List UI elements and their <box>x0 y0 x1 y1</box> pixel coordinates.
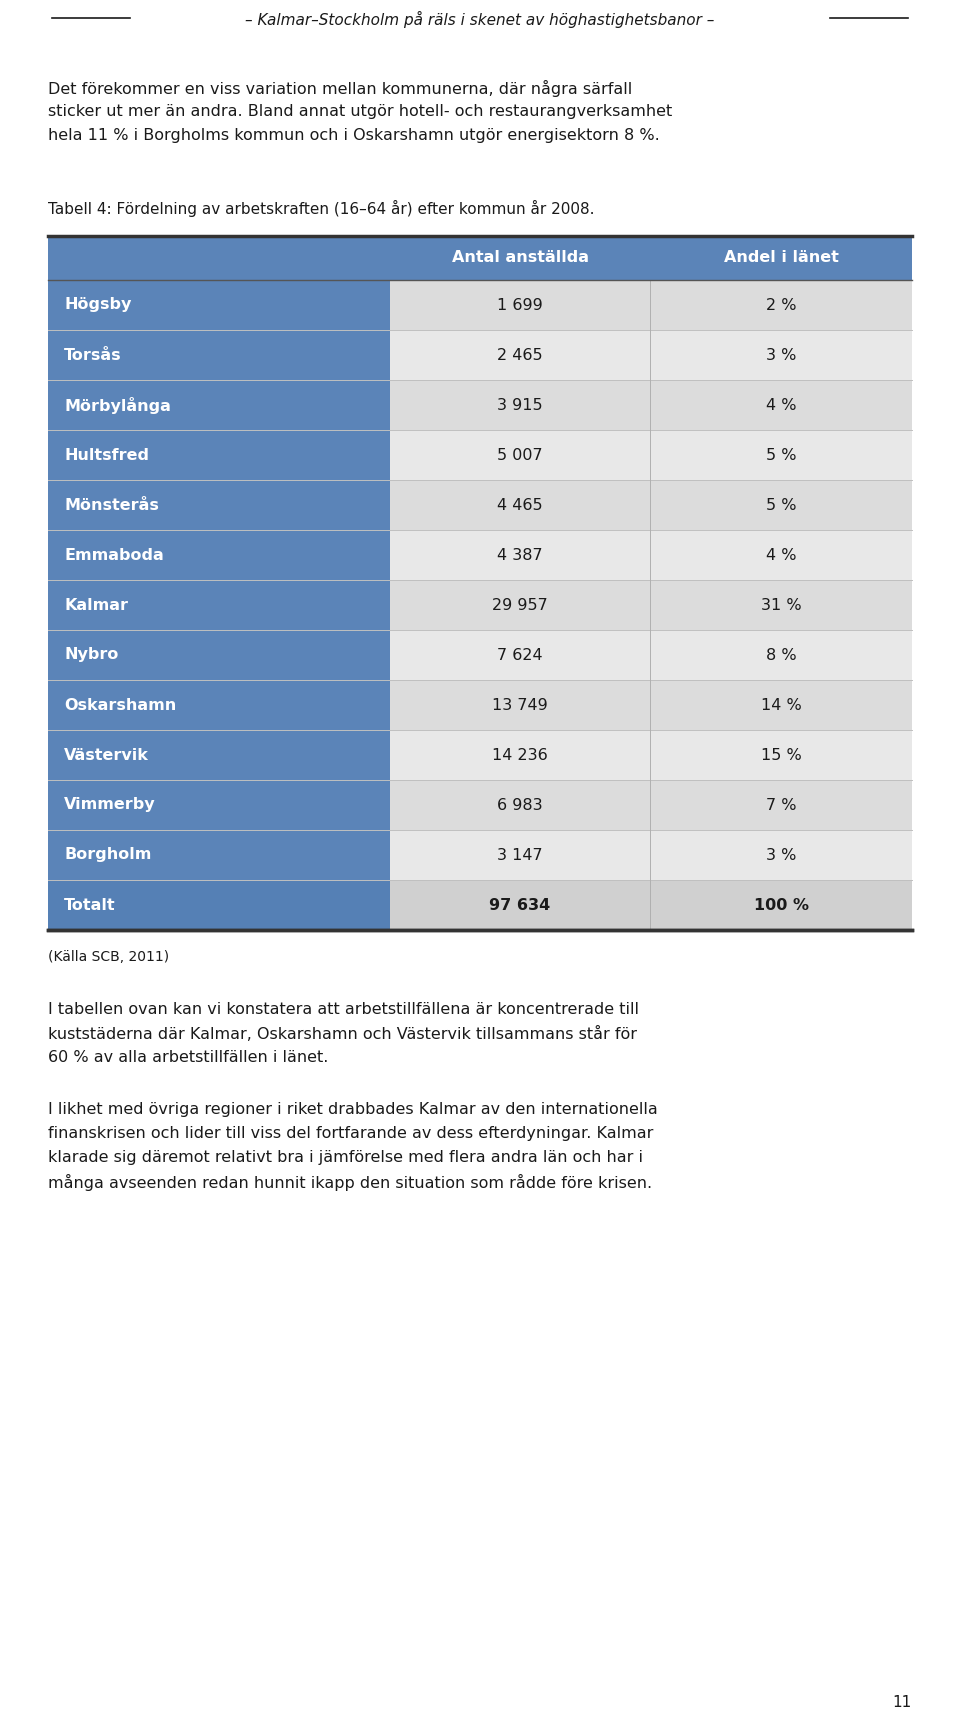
Text: Andel i länet: Andel i länet <box>724 251 838 266</box>
Bar <box>48 631 390 681</box>
Bar <box>48 480 390 530</box>
Text: kuststäderna där Kalmar, Oskarshamn och Västervik tillsammans står för: kuststäderna där Kalmar, Oskarshamn och … <box>48 1026 637 1042</box>
Text: 3 %: 3 % <box>766 347 796 363</box>
Bar <box>48 380 390 430</box>
Text: 6 983: 6 983 <box>497 798 542 812</box>
Text: 100 %: 100 % <box>754 897 808 912</box>
Bar <box>390 829 912 880</box>
Text: 7 %: 7 % <box>766 798 796 812</box>
Text: finanskrisen och lider till viss del fortfarande av dess efterdyningar. Kalmar: finanskrisen och lider till viss del for… <box>48 1127 654 1140</box>
Text: Högsby: Högsby <box>64 297 132 313</box>
Bar <box>390 380 912 430</box>
Text: Borgholm: Borgholm <box>64 847 152 862</box>
Bar <box>390 480 912 530</box>
Bar <box>390 779 912 829</box>
Bar <box>48 581 390 631</box>
Bar <box>48 330 390 380</box>
Text: Kalmar: Kalmar <box>64 598 128 612</box>
Text: 4 %: 4 % <box>766 548 796 563</box>
Bar <box>390 631 912 681</box>
Text: hela 11 % i Borgholms kommun och i Oskarshamn utgör energisektorn 8 %.: hela 11 % i Borgholms kommun och i Oskar… <box>48 128 660 143</box>
Text: 5 007: 5 007 <box>497 448 542 463</box>
Text: 2 %: 2 % <box>766 297 796 313</box>
Text: 97 634: 97 634 <box>490 897 551 912</box>
Text: 3 915: 3 915 <box>497 397 542 413</box>
Text: 29 957: 29 957 <box>492 598 548 612</box>
Bar <box>48 779 390 829</box>
Text: Västervik: Västervik <box>64 748 149 762</box>
Text: många avseenden redan hunnit ikapp den situation som rådde före krisen.: många avseenden redan hunnit ikapp den s… <box>48 1173 652 1191</box>
Bar <box>48 880 390 930</box>
Text: 31 %: 31 % <box>760 598 802 612</box>
Text: 1 699: 1 699 <box>497 297 542 313</box>
Bar <box>390 880 912 930</box>
Text: Mönsterås: Mönsterås <box>64 498 158 513</box>
Text: 13 749: 13 749 <box>492 698 548 712</box>
Text: 15 %: 15 % <box>760 748 802 762</box>
Text: Hultsfred: Hultsfred <box>64 448 149 463</box>
Bar <box>390 681 912 729</box>
Text: Tabell 4: Fördelning av arbetskraften (16–64 år) efter kommun år 2008.: Tabell 4: Fördelning av arbetskraften (1… <box>48 200 594 218</box>
Bar <box>48 729 390 779</box>
Text: 8 %: 8 % <box>766 648 796 662</box>
Text: 5 %: 5 % <box>766 498 796 513</box>
Bar <box>48 280 390 330</box>
Text: 60 % av alla arbetstillfällen i länet.: 60 % av alla arbetstillfällen i länet. <box>48 1051 328 1064</box>
Bar <box>390 581 912 631</box>
Text: Emmaboda: Emmaboda <box>64 548 164 563</box>
Text: 2 465: 2 465 <box>497 347 542 363</box>
Text: Nybro: Nybro <box>64 648 118 662</box>
Text: 4 465: 4 465 <box>497 498 542 513</box>
Text: Mörbylånga: Mörbylånga <box>64 396 171 413</box>
Text: I tabellen ovan kan vi konstatera att arbetstillfällena är koncentrerade till: I tabellen ovan kan vi konstatera att ar… <box>48 1002 639 1018</box>
Text: Antal anställda: Antal anställda <box>451 251 588 266</box>
Text: Torsås: Torsås <box>64 347 122 363</box>
Bar <box>390 530 912 581</box>
Text: 7 624: 7 624 <box>497 648 542 662</box>
Text: 14 236: 14 236 <box>492 748 548 762</box>
Text: (Källa SCB, 2011): (Källa SCB, 2011) <box>48 950 169 964</box>
Text: 4 387: 4 387 <box>497 548 542 563</box>
Text: Vimmerby: Vimmerby <box>64 798 156 812</box>
Bar <box>390 280 912 330</box>
Text: – Kalmar–Stockholm på räls i skenet av höghastighetsbanor –: – Kalmar–Stockholm på räls i skenet av h… <box>246 10 714 28</box>
Bar <box>48 237 912 280</box>
Text: 3 %: 3 % <box>766 847 796 862</box>
Bar <box>48 681 390 729</box>
Text: 4 %: 4 % <box>766 397 796 413</box>
Bar <box>390 729 912 779</box>
Text: Oskarshamn: Oskarshamn <box>64 698 177 712</box>
Text: I likhet med övriga regioner i riket drabbades Kalmar av den internationella: I likhet med övriga regioner i riket dra… <box>48 1102 658 1116</box>
Bar <box>390 430 912 480</box>
Text: sticker ut mer än andra. Bland annat utgör hotell- och restaurangverksamhet: sticker ut mer än andra. Bland annat utg… <box>48 104 672 119</box>
Text: 3 147: 3 147 <box>497 847 542 862</box>
Bar <box>48 829 390 880</box>
Bar <box>390 330 912 380</box>
Text: 5 %: 5 % <box>766 448 796 463</box>
Text: Det förekommer en viss variation mellan kommunerna, där några särfall: Det förekommer en viss variation mellan … <box>48 79 633 97</box>
Text: 14 %: 14 % <box>760 698 802 712</box>
Text: 11: 11 <box>893 1695 912 1711</box>
Bar <box>48 530 390 581</box>
Text: klarade sig däremot relativt bra i jämförelse med flera andra län och har i: klarade sig däremot relativt bra i jämfö… <box>48 1151 643 1165</box>
Text: Totalt: Totalt <box>64 897 115 912</box>
Bar <box>48 430 390 480</box>
